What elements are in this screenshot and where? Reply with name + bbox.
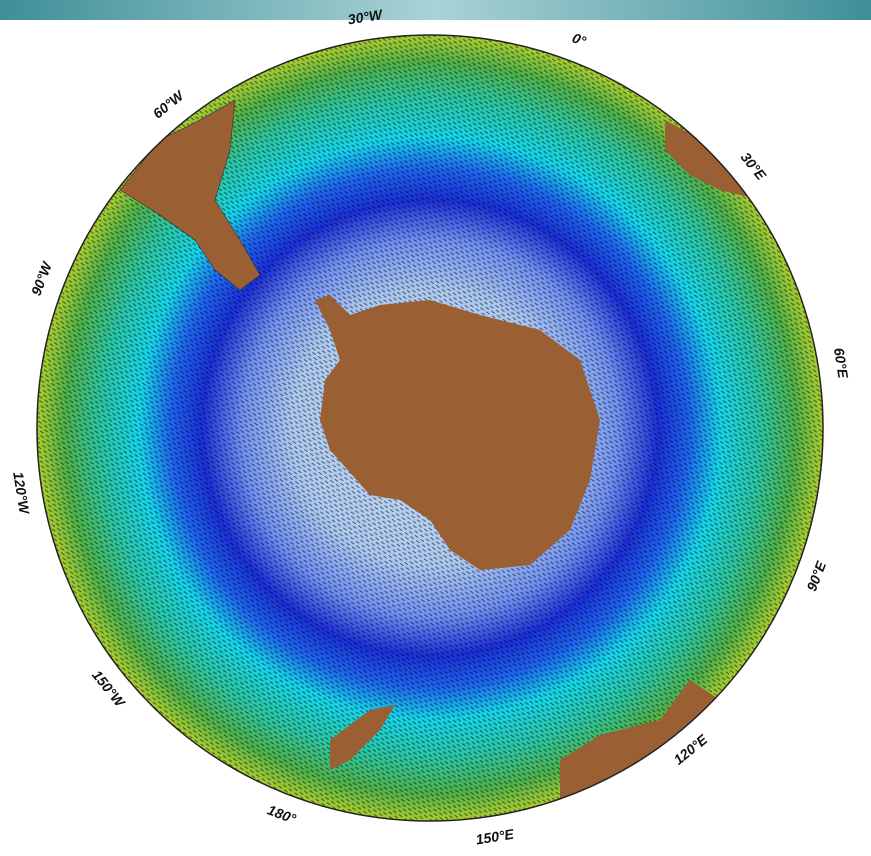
page: 0°30°E60°E90°E120°E150°E180°150°W120°W90… [0,0,871,851]
longitude-label: 0° [570,29,589,49]
longitude-label: 60°E [831,347,852,380]
longitude-label: 180° [265,802,298,827]
longitude-label: 60°W [150,86,188,121]
header-bar [0,0,871,20]
longitude-label: 120°W [10,471,33,517]
map-disc [37,35,823,830]
longitude-label: 150°E [475,826,516,848]
polar-map: 0°30°E60°E90°E120°E150°E180°150°W120°W90… [0,0,871,851]
longitude-label: 90°W [28,258,56,298]
longitude-label: 90°E [803,559,829,594]
longitude-label: 30°E [738,149,770,183]
longitude-label: 120°E [670,731,710,768]
